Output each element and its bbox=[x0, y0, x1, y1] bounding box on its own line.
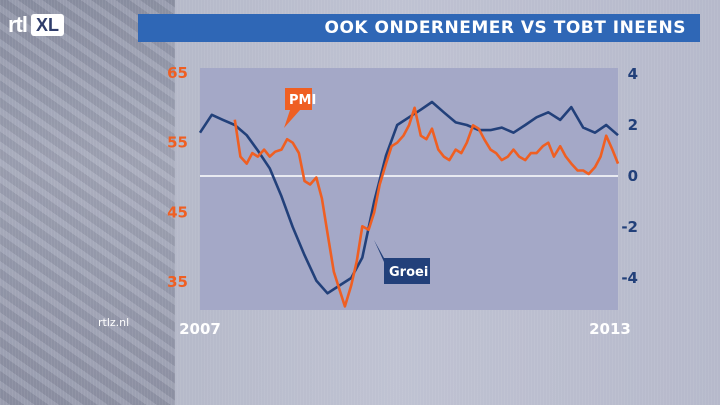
title-bar: OOK ONDERNEMER VS TOBT INEENS bbox=[138, 14, 700, 42]
callout-pointer-pmi bbox=[284, 88, 312, 128]
legend-label-pmi: PMI bbox=[284, 88, 316, 128]
x-tick-label: 2007 bbox=[179, 320, 221, 338]
y-right-tick-label: 4 bbox=[628, 65, 638, 83]
series-label-pmi: PMI bbox=[289, 93, 316, 108]
series-line-pmi bbox=[233, 106, 620, 308]
y-left-tick-label: 65 bbox=[167, 64, 188, 82]
rtl-xl-logo: rtl XL bbox=[8, 10, 65, 40]
y-axis-left: 65 55 45 35 bbox=[167, 64, 188, 291]
x-axis: 2007 2013 bbox=[179, 320, 631, 338]
y-left-tick-label: 35 bbox=[167, 273, 188, 291]
series-line-groei bbox=[198, 100, 619, 295]
callout-pointer-groei bbox=[374, 240, 430, 284]
y-right-tick-label: -4 bbox=[621, 269, 638, 287]
logo-text: rtl bbox=[8, 12, 28, 37]
legend-label-groei: Groei bbox=[374, 240, 430, 284]
chart-title: OOK ONDERNEMER VS TOBT INEENS bbox=[324, 18, 686, 38]
y-axis-right: 4 2 0 -2 -4 bbox=[621, 65, 638, 287]
x-tick-label: 2013 bbox=[589, 320, 631, 338]
y-left-tick-label: 55 bbox=[167, 134, 188, 152]
y-right-tick-label: -2 bbox=[621, 218, 638, 236]
watermark: rtlz.nl bbox=[98, 316, 130, 329]
series-label-groei: Groei bbox=[389, 265, 428, 280]
logo-badge: XL bbox=[31, 14, 65, 36]
background-money-image bbox=[0, 0, 175, 405]
y-right-tick-label: 0 bbox=[628, 167, 638, 185]
y-right-tick-label: 2 bbox=[628, 116, 638, 134]
y-left-tick-label: 45 bbox=[167, 203, 188, 221]
